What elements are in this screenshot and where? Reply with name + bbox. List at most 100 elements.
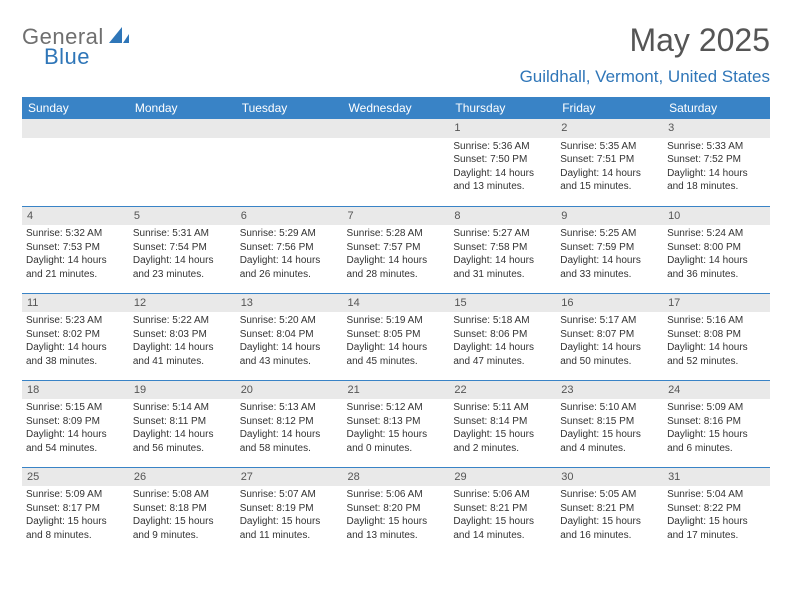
day-number: 25 — [22, 468, 129, 487]
daylight-text: Daylight: 15 hours and 17 minutes. — [667, 515, 766, 542]
daylight-text: Daylight: 14 hours and 54 minutes. — [26, 428, 125, 455]
sunrise-text: Sunrise: 5:08 AM — [133, 488, 232, 502]
sunrise-text: Sunrise: 5:20 AM — [240, 314, 339, 328]
cell-body: Sunrise: 5:09 AMSunset: 8:17 PMDaylight:… — [22, 486, 129, 544]
cell-body: Sunrise: 5:20 AMSunset: 8:04 PMDaylight:… — [236, 312, 343, 370]
day-number: 31 — [663, 468, 770, 487]
calendar-cell: 10Sunrise: 5:24 AMSunset: 8:00 PMDayligh… — [663, 206, 770, 293]
cell-body: Sunrise: 5:29 AMSunset: 7:56 PMDaylight:… — [236, 225, 343, 283]
sunrise-text: Sunrise: 5:35 AM — [560, 140, 659, 154]
daylight-text: Daylight: 15 hours and 6 minutes. — [667, 428, 766, 455]
calendar-cell: 13Sunrise: 5:20 AMSunset: 8:04 PMDayligh… — [236, 293, 343, 380]
day-number: 18 — [22, 381, 129, 400]
day-number: 2 — [556, 119, 663, 138]
calendar-week-row: 4Sunrise: 5:32 AMSunset: 7:53 PMDaylight… — [22, 206, 770, 293]
daylight-text: Daylight: 14 hours and 43 minutes. — [240, 341, 339, 368]
day-number: 26 — [129, 468, 236, 487]
sunset-text: Sunset: 7:56 PM — [240, 241, 339, 255]
calendar-cell: 9Sunrise: 5:25 AMSunset: 7:59 PMDaylight… — [556, 206, 663, 293]
daylight-text: Daylight: 14 hours and 13 minutes. — [453, 167, 552, 194]
daylight-text: Daylight: 14 hours and 31 minutes. — [453, 254, 552, 281]
calendar-cell: 28Sunrise: 5:06 AMSunset: 8:20 PMDayligh… — [343, 467, 450, 554]
sunrise-text: Sunrise: 5:29 AM — [240, 227, 339, 241]
weekday-header: Wednesday — [343, 97, 450, 119]
calendar-cell: 16Sunrise: 5:17 AMSunset: 8:07 PMDayligh… — [556, 293, 663, 380]
cell-body: Sunrise: 5:08 AMSunset: 8:18 PMDaylight:… — [129, 486, 236, 544]
sail-icon — [108, 26, 130, 48]
day-number — [129, 119, 236, 138]
weekday-header: Friday — [556, 97, 663, 119]
daylight-text: Daylight: 15 hours and 13 minutes. — [347, 515, 446, 542]
day-number: 11 — [22, 294, 129, 313]
calendar-cell: 2Sunrise: 5:35 AMSunset: 7:51 PMDaylight… — [556, 119, 663, 206]
daylight-text: Daylight: 14 hours and 45 minutes. — [347, 341, 446, 368]
calendar-cell: 15Sunrise: 5:18 AMSunset: 8:06 PMDayligh… — [449, 293, 556, 380]
day-number: 28 — [343, 468, 450, 487]
sunset-text: Sunset: 8:05 PM — [347, 328, 446, 342]
day-number: 12 — [129, 294, 236, 313]
calendar-cell: 3Sunrise: 5:33 AMSunset: 7:52 PMDaylight… — [663, 119, 770, 206]
calendar-cell — [236, 119, 343, 206]
cell-body: Sunrise: 5:10 AMSunset: 8:15 PMDaylight:… — [556, 399, 663, 457]
daylight-text: Daylight: 15 hours and 8 minutes. — [26, 515, 125, 542]
daylight-text: Daylight: 14 hours and 58 minutes. — [240, 428, 339, 455]
weekday-header: Tuesday — [236, 97, 343, 119]
day-number: 3 — [663, 119, 770, 138]
sunset-text: Sunset: 8:15 PM — [560, 415, 659, 429]
sunset-text: Sunset: 8:21 PM — [453, 502, 552, 516]
day-number: 16 — [556, 294, 663, 313]
daylight-text: Daylight: 14 hours and 36 minutes. — [667, 254, 766, 281]
daylight-text: Daylight: 15 hours and 11 minutes. — [240, 515, 339, 542]
sunrise-text: Sunrise: 5:19 AM — [347, 314, 446, 328]
calendar-cell: 6Sunrise: 5:29 AMSunset: 7:56 PMDaylight… — [236, 206, 343, 293]
sunrise-text: Sunrise: 5:36 AM — [453, 140, 552, 154]
sunset-text: Sunset: 8:21 PM — [560, 502, 659, 516]
sunset-text: Sunset: 8:09 PM — [26, 415, 125, 429]
daylight-text: Daylight: 14 hours and 18 minutes. — [667, 167, 766, 194]
weekday-header: Thursday — [449, 97, 556, 119]
cell-body: Sunrise: 5:07 AMSunset: 8:19 PMDaylight:… — [236, 486, 343, 544]
daylight-text: Daylight: 15 hours and 4 minutes. — [560, 428, 659, 455]
cell-body: Sunrise: 5:19 AMSunset: 8:05 PMDaylight:… — [343, 312, 450, 370]
daylight-text: Daylight: 14 hours and 41 minutes. — [133, 341, 232, 368]
calendar-cell: 1Sunrise: 5:36 AMSunset: 7:50 PMDaylight… — [449, 119, 556, 206]
daylight-text: Daylight: 14 hours and 47 minutes. — [453, 341, 552, 368]
daylight-text: Daylight: 14 hours and 28 minutes. — [347, 254, 446, 281]
calendar-cell — [129, 119, 236, 206]
sunrise-text: Sunrise: 5:17 AM — [560, 314, 659, 328]
sunrise-text: Sunrise: 5:16 AM — [667, 314, 766, 328]
sunrise-text: Sunrise: 5:14 AM — [133, 401, 232, 415]
sunrise-text: Sunrise: 5:32 AM — [26, 227, 125, 241]
sunset-text: Sunset: 8:19 PM — [240, 502, 339, 516]
sunrise-text: Sunrise: 5:23 AM — [26, 314, 125, 328]
sunset-text: Sunset: 8:22 PM — [667, 502, 766, 516]
cell-body: Sunrise: 5:25 AMSunset: 7:59 PMDaylight:… — [556, 225, 663, 283]
calendar-cell: 14Sunrise: 5:19 AMSunset: 8:05 PMDayligh… — [343, 293, 450, 380]
sunrise-text: Sunrise: 5:10 AM — [560, 401, 659, 415]
day-number: 10 — [663, 207, 770, 226]
daylight-text: Daylight: 14 hours and 38 minutes. — [26, 341, 125, 368]
sunset-text: Sunset: 8:18 PM — [133, 502, 232, 516]
cell-body: Sunrise: 5:31 AMSunset: 7:54 PMDaylight:… — [129, 225, 236, 283]
sunrise-text: Sunrise: 5:15 AM — [26, 401, 125, 415]
calendar-cell: 31Sunrise: 5:04 AMSunset: 8:22 PMDayligh… — [663, 467, 770, 554]
calendar-cell: 7Sunrise: 5:28 AMSunset: 7:57 PMDaylight… — [343, 206, 450, 293]
sunset-text: Sunset: 7:57 PM — [347, 241, 446, 255]
sunrise-text: Sunrise: 5:05 AM — [560, 488, 659, 502]
sunset-text: Sunset: 7:54 PM — [133, 241, 232, 255]
page: General Blue May 2025 Guildhall, Vermont… — [0, 0, 792, 564]
cell-body: Sunrise: 5:35 AMSunset: 7:51 PMDaylight:… — [556, 138, 663, 196]
day-number: 9 — [556, 207, 663, 226]
day-number: 15 — [449, 294, 556, 313]
day-number: 1 — [449, 119, 556, 138]
sunrise-text: Sunrise: 5:12 AM — [347, 401, 446, 415]
cell-body: Sunrise: 5:18 AMSunset: 8:06 PMDaylight:… — [449, 312, 556, 370]
cell-body: Sunrise: 5:12 AMSunset: 8:13 PMDaylight:… — [343, 399, 450, 457]
day-number: 20 — [236, 381, 343, 400]
calendar-cell — [22, 119, 129, 206]
calendar-cell: 8Sunrise: 5:27 AMSunset: 7:58 PMDaylight… — [449, 206, 556, 293]
cell-body: Sunrise: 5:09 AMSunset: 8:16 PMDaylight:… — [663, 399, 770, 457]
sunrise-text: Sunrise: 5:09 AM — [667, 401, 766, 415]
calendar-week-row: 1Sunrise: 5:36 AMSunset: 7:50 PMDaylight… — [22, 119, 770, 206]
daylight-text: Daylight: 14 hours and 56 minutes. — [133, 428, 232, 455]
